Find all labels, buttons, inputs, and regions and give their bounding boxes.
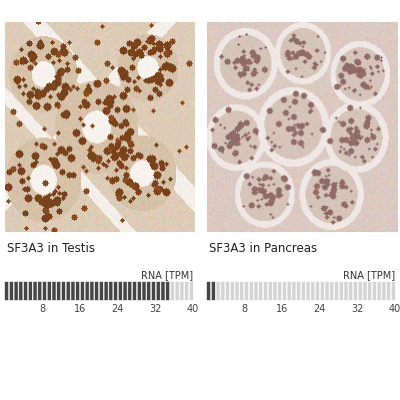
Text: 32: 32 xyxy=(149,304,162,314)
Text: 40: 40 xyxy=(389,304,400,314)
Text: 16: 16 xyxy=(276,304,288,314)
Text: RNA [TPM]: RNA [TPM] xyxy=(343,270,395,280)
Text: SF3A3 in Pancreas: SF3A3 in Pancreas xyxy=(209,242,317,255)
Text: RNA [TPM]: RNA [TPM] xyxy=(141,270,193,280)
Text: 8: 8 xyxy=(40,304,46,314)
Text: 8: 8 xyxy=(242,304,248,314)
Text: SF3A3 in Testis: SF3A3 in Testis xyxy=(7,242,95,255)
Text: 32: 32 xyxy=(351,304,364,314)
Text: 40: 40 xyxy=(187,304,199,314)
Text: 24: 24 xyxy=(112,304,124,314)
Text: 24: 24 xyxy=(314,304,326,314)
Text: 16: 16 xyxy=(74,304,86,314)
